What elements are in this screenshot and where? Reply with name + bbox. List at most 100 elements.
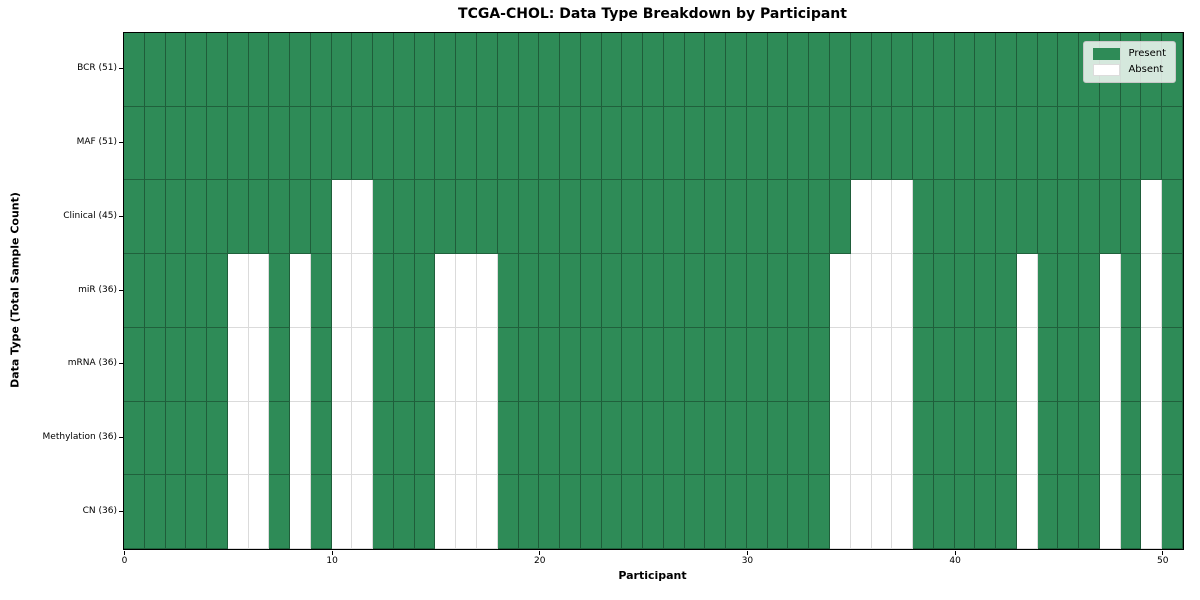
heatmap-cell <box>1058 180 1080 255</box>
heatmap-cell <box>850 180 872 255</box>
heatmap-cell <box>1162 106 1183 181</box>
heatmap-cell <box>746 254 768 328</box>
heatmap-cell <box>684 254 706 328</box>
heatmap-cell <box>144 106 166 181</box>
heatmap-cell <box>518 401 540 476</box>
heatmap-cell <box>684 401 706 476</box>
heatmap-cell <box>1079 327 1100 402</box>
heatmap-cell <box>788 327 810 402</box>
heatmap-cell <box>248 106 270 181</box>
heatmap-cell <box>1016 401 1038 476</box>
heatmap-cell <box>518 475 540 549</box>
y-tick-label: MAF (51) <box>76 137 117 148</box>
plot-area: Present Absent <box>123 32 1184 550</box>
heatmap-cell <box>560 106 581 181</box>
x-tick-label: 40 <box>949 556 961 566</box>
heatmap-cell <box>871 33 893 107</box>
heatmap-cell <box>144 33 166 107</box>
heatmap-cell <box>601 475 623 549</box>
heatmap-cell <box>539 180 561 255</box>
heatmap-cell <box>227 180 249 255</box>
heatmap-cell <box>622 180 644 255</box>
heatmap-cell <box>331 106 353 181</box>
x-tick-mark <box>954 551 956 555</box>
heatmap-cell <box>435 254 457 328</box>
heatmap-cell <box>539 33 561 107</box>
heatmap-cell <box>892 33 914 107</box>
heatmap-cell <box>705 475 727 549</box>
heatmap-cell <box>705 33 727 107</box>
heatmap-cell <box>560 401 581 476</box>
heatmap-cell <box>144 475 166 549</box>
heatmap-cell <box>269 401 291 476</box>
heatmap-cell <box>829 475 851 549</box>
heatmap-cell <box>476 33 498 107</box>
heatmap-cell <box>684 106 706 181</box>
heatmap-cell <box>643 475 664 549</box>
heatmap-cell <box>726 401 747 476</box>
heatmap-cell <box>580 33 602 107</box>
heatmap-cell <box>726 475 747 549</box>
heatmap-cell <box>1037 401 1059 476</box>
x-axis-label: Participant <box>618 569 687 582</box>
heatmap-cell <box>269 254 291 328</box>
heatmap-cell <box>643 254 664 328</box>
heatmap-cell <box>767 401 789 476</box>
heatmap-cell <box>1037 475 1059 549</box>
heatmap-cell <box>746 180 768 255</box>
chart-title: TCGA-CHOL: Data Type Breakdown by Partic… <box>458 6 847 22</box>
heatmap-cell <box>1120 327 1142 402</box>
heatmap-cell <box>996 401 1017 476</box>
y-tick-label: BCR (51) <box>77 63 117 74</box>
absent-swatch-icon <box>1093 64 1121 76</box>
heatmap-cell <box>954 33 976 107</box>
legend: Present Absent <box>1083 41 1176 83</box>
heatmap-cell <box>1079 180 1100 255</box>
x-tick-mark <box>1162 551 1164 555</box>
heatmap-cell <box>601 106 623 181</box>
heatmap-cell <box>207 254 228 328</box>
heatmap-cell <box>227 475 249 549</box>
heatmap-cell <box>560 180 581 255</box>
heatmap-cell <box>726 254 747 328</box>
heatmap-cell <box>1099 327 1121 402</box>
heatmap-cell <box>518 327 540 402</box>
heatmap-cell <box>518 180 540 255</box>
heatmap-cell <box>788 254 810 328</box>
heatmap-cell <box>1016 254 1038 328</box>
heatmap-cell <box>435 475 457 549</box>
heatmap-cell <box>850 106 872 181</box>
heatmap-cell <box>871 475 893 549</box>
heatmap-cell <box>476 254 498 328</box>
x-tick-mark <box>539 551 541 555</box>
heatmap-grid <box>124 33 1183 549</box>
heatmap-cell <box>1079 401 1100 476</box>
heatmap-cell <box>497 475 519 549</box>
heatmap-cell <box>560 33 581 107</box>
heatmap-cell <box>456 327 477 402</box>
heatmap-cell <box>456 254 477 328</box>
heatmap-cell <box>892 401 914 476</box>
x-tick-mark <box>746 551 748 555</box>
heatmap-cell <box>393 106 415 181</box>
heatmap-cell <box>643 180 664 255</box>
heatmap-cell <box>207 475 228 549</box>
heatmap-cell <box>1099 254 1121 328</box>
heatmap-cell <box>829 401 851 476</box>
heatmap-cell <box>1058 106 1080 181</box>
heatmap-cell <box>954 475 976 549</box>
heatmap-cell <box>352 401 374 476</box>
heatmap-cell <box>497 33 519 107</box>
heatmap-cell <box>1141 475 1163 549</box>
heatmap-cell <box>913 106 934 181</box>
heatmap-cell <box>539 254 561 328</box>
heatmap-cell <box>975 180 997 255</box>
heatmap-cell <box>560 254 581 328</box>
heatmap-cell <box>933 327 955 402</box>
heatmap-cell <box>663 33 685 107</box>
heatmap-cell <box>746 327 768 402</box>
heatmap-cell <box>663 401 685 476</box>
heatmap-cell <box>560 475 581 549</box>
heatmap-cell <box>269 33 291 107</box>
